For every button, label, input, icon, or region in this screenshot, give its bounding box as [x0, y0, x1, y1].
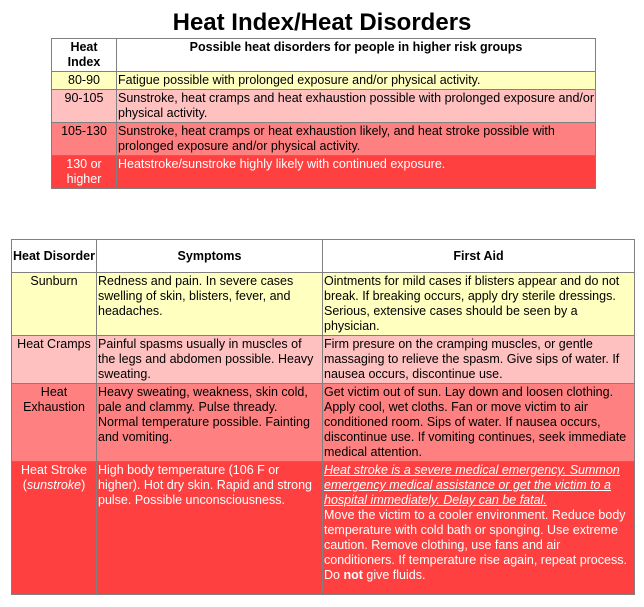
header-heat-index: Heat Index	[51, 38, 117, 72]
first-aid: Ointments for mild cases if blisters app…	[322, 272, 635, 336]
emergency-warning: Heat stroke is a severe medical emergenc…	[324, 463, 620, 507]
disorder-alias: sunstroke	[26, 478, 82, 492]
table-row: 90-105 Sunstroke, heat cramps and heat ex…	[51, 89, 596, 123]
header-heat-disorder: Heat Disorder	[11, 239, 97, 273]
header-symptoms: Symptoms	[96, 239, 323, 273]
table-row: 80-90 Fatigue possible with prolonged exp…	[51, 71, 596, 90]
disorder-name: Heat Cramps	[11, 335, 97, 384]
symptoms: High body temperature (106 F or higher).…	[96, 461, 323, 595]
header-first-aid: First Aid	[322, 239, 635, 273]
first-aid-text: Move the victim to a cooler environment.…	[324, 508, 627, 582]
first-aid: Heat stroke is a severe medical emergenc…	[322, 461, 635, 595]
index-text: Heatstroke/sunstroke highly likely with …	[116, 155, 596, 189]
page-title: Heat Index/Heat Disorders	[172, 9, 472, 36]
symptoms: Redness and pain. In severe cases swelli…	[96, 272, 323, 336]
table-row: Sunburn Redness and pain. In severe cases…	[11, 272, 635, 336]
disorder-name-text: Heat Stroke	[20, 463, 87, 477]
index-range: 80-90	[51, 71, 117, 90]
disorder-name: Heat Stroke (sunstroke)	[11, 461, 97, 595]
heat-disorder-table: Heat Disorder Symptoms First Aid Sunburn Re…	[11, 239, 635, 595]
disorder-name: Heat Exhaustion	[11, 383, 97, 462]
symptoms: Painful spasms usually in muscles of the…	[96, 335, 323, 384]
table-row: Heat Exhaustion Heavy sweating, weakness,…	[11, 383, 635, 462]
index-text: Sunstroke, heat cramps or heat exhaustio…	[116, 122, 596, 156]
symptoms: Heavy sweating, weakness, skin cold, pal…	[96, 383, 323, 462]
first-aid: Firm presure on the cramping muscles, or…	[322, 335, 635, 384]
first-aid: Get victim out of sun. Lay down and loos…	[322, 383, 635, 462]
table-row: 130 or higher Heatstroke/sunstroke highly…	[51, 155, 596, 189]
disorder-name: Sunburn	[11, 272, 97, 336]
first-aid-end: give fluids.	[362, 568, 426, 582]
index-range: 90-105	[51, 89, 117, 123]
table-row: 105-130 Sunstroke, heat cramps or heat ex…	[51, 122, 596, 156]
table-row: Heat Stroke (sunstroke) High body tempera…	[11, 461, 635, 595]
index-text: Fatigue possible with prolonged exposure…	[116, 71, 596, 90]
index-text: Sunstroke, heat cramps and heat exhausti…	[116, 89, 596, 123]
first-aid-emphasis: not	[343, 568, 363, 582]
table-row: Heat Cramps Painful spasms usually in mus…	[11, 335, 635, 384]
heat-index-table: Heat Index Possible heat disorders for pe…	[51, 38, 596, 189]
header-possible-disorders: Possible heat disorders for people in hi…	[116, 38, 596, 72]
index-range: 130 or higher	[51, 155, 117, 189]
index-range: 105-130	[51, 122, 117, 156]
